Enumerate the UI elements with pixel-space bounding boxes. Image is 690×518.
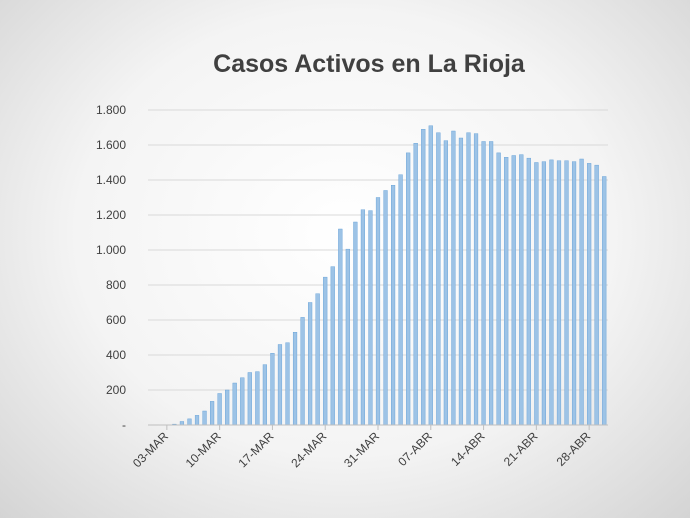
x-tick-label: 10-MAR (183, 429, 224, 470)
bar-17-abr (504, 157, 509, 426)
bar-27-abr (579, 158, 584, 426)
y-tick-label: 1.800 (96, 103, 126, 117)
bar-30-mar (368, 210, 373, 426)
y-tick-label: 1.400 (96, 173, 126, 187)
bar-27-mar (345, 248, 350, 426)
bar-26-mar (338, 228, 343, 426)
bar-10-mar (217, 393, 222, 426)
bar-26-abr (571, 161, 577, 426)
bar-21-mar (300, 317, 305, 426)
x-tick-label: 07-ABR (395, 429, 435, 469)
y-tick-label: 400 (106, 348, 126, 362)
y-tick-label: 1.000 (96, 243, 126, 257)
bar-20-mar (292, 332, 298, 426)
y-tick-label: 600 (106, 313, 126, 327)
bar-23-abr (549, 159, 554, 426)
bar-22-mar (308, 302, 313, 426)
bar-24-mar (323, 276, 328, 426)
bar-12-mar (232, 382, 237, 426)
y-tick-label: 200 (106, 383, 126, 397)
bar-04-abr (406, 152, 411, 426)
bar-19-abr (519, 154, 524, 426)
bar-28-mar (353, 221, 358, 426)
x-axis-ticks: 03-MAR 10-MAR 17-MAR 24-MAR 31-MAR 07-ABR 14-A… (130, 425, 594, 470)
bar-25-abr (564, 160, 569, 426)
bar-19-mar (285, 342, 290, 426)
bar-30-abr (602, 176, 607, 426)
bar-24-abr (556, 160, 562, 426)
bar-01-abr (383, 190, 388, 426)
x-tick-label: 17-MAR (236, 429, 277, 470)
y-tick-label: - (122, 418, 126, 432)
y-tick-label: 800 (106, 278, 126, 292)
bar-02-abr (390, 185, 396, 426)
bar-08-abr (436, 132, 441, 426)
y-axis-ticks: - 200 400 600 800 1.000 1.200 1.400 1.600 1.800 (96, 103, 126, 432)
x-tick-label: 03-MAR (130, 429, 171, 470)
bar-16-abr (496, 152, 501, 426)
x-tick-label: 21-ABR (501, 429, 541, 469)
bar-06-abr (421, 129, 426, 426)
bar-29-mar (360, 209, 366, 426)
bar-09-mar (210, 401, 215, 426)
x-tick-label: 14-ABR (448, 429, 488, 469)
bar-03-abr (398, 174, 403, 426)
bar-13-mar (240, 377, 245, 426)
y-tick-label: 1.600 (96, 138, 126, 152)
x-tick-label: 31-MAR (341, 429, 382, 470)
bar-15-mar (255, 371, 260, 426)
bar-18-abr (511, 155, 516, 426)
chart-title: Casos Activos en La Rioja (213, 50, 526, 78)
bar-25-mar (330, 266, 335, 426)
x-tick-label: 28-ABR (554, 429, 594, 469)
x-tick-label: 24-MAR (288, 429, 329, 470)
bar-11-mar (225, 389, 230, 426)
bar-06-mar (187, 418, 192, 426)
bar-13-abr (473, 133, 479, 426)
bar-15-abr (489, 141, 494, 426)
bar-22-abr (541, 161, 546, 426)
bar-14-abr (481, 141, 486, 426)
bar-11-abr (458, 137, 464, 426)
bar-08-mar (202, 410, 207, 426)
bar-10-abr (451, 130, 456, 426)
bar-05-abr (413, 143, 418, 426)
bar-20-abr (526, 157, 531, 426)
bar-18-mar (277, 344, 283, 426)
bar-31-mar (375, 197, 381, 426)
bars (172, 125, 607, 426)
bar-17-mar (270, 353, 275, 426)
bar-09-abr (443, 140, 448, 426)
bar-23-mar (315, 293, 320, 426)
y-tick-label: 1.200 (96, 208, 126, 222)
bar-28-abr (587, 163, 592, 426)
bar-05-mar (179, 421, 185, 426)
bar-29-abr (594, 164, 599, 426)
bar-12-abr (466, 132, 471, 426)
bar-07-mar (194, 415, 200, 426)
bar-21-abr (534, 162, 539, 426)
bar-14-mar (247, 372, 252, 426)
bar-16-mar (262, 364, 267, 426)
bar-07-abr (428, 125, 433, 426)
